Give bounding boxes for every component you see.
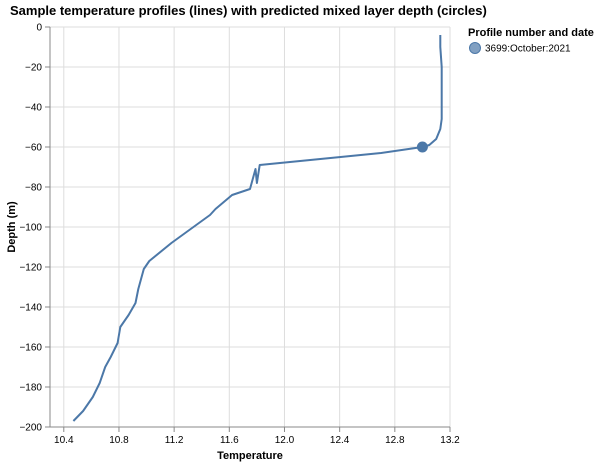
y-tick-label: −140 bbox=[19, 303, 42, 314]
legend-label: 3699:October:2021 bbox=[485, 44, 571, 55]
y-tick-label: −180 bbox=[19, 383, 42, 394]
series-line bbox=[72, 35, 443, 422]
y-tick-label: −60 bbox=[25, 143, 42, 154]
x-axis: 10.4 10.8 11.2 11.6 12.0 12.4 12.8 13.2 bbox=[50, 426, 460, 446]
y-tick-label: −160 bbox=[19, 343, 42, 354]
y-tick-label: −100 bbox=[19, 223, 42, 234]
x-tick-label: 11.2 bbox=[165, 435, 184, 446]
x-tick-label: 12.8 bbox=[385, 435, 405, 446]
y-tick-label: −40 bbox=[25, 103, 42, 114]
y-tick-label: −80 bbox=[25, 183, 42, 194]
x-tick-label: 12.0 bbox=[275, 435, 295, 446]
y-tick-label: 0 bbox=[36, 23, 42, 34]
y-tick-label: −120 bbox=[19, 263, 42, 274]
x-tick-label: 12.4 bbox=[330, 435, 350, 446]
y-axis: 0 −20 −40 −60 −80 −100 −120 −140 −160 −180 −200 bbox=[19, 23, 51, 434]
x-tick-label: 11.6 bbox=[220, 435, 239, 446]
y-grid bbox=[50, 26, 450, 428]
legend-symbol bbox=[469, 42, 481, 54]
x-tick-label: 13.2 bbox=[440, 435, 460, 446]
chart-title: Sample temperature profiles (lines) with… bbox=[10, 3, 487, 18]
x-axis-title: Temperature bbox=[217, 450, 283, 462]
legend-entries: 3699:October:2021 bbox=[469, 42, 571, 55]
mixed-layer-point bbox=[416, 141, 428, 153]
y-axis-title: Depth (m) bbox=[6, 201, 18, 253]
y-tick-label: −200 bbox=[19, 423, 42, 434]
x-tick-label: 10.8 bbox=[109, 435, 129, 446]
x-tick-label: 10.4 bbox=[54, 435, 74, 446]
plot-area bbox=[72, 35, 443, 422]
legend-title: Profile number and date bbox=[468, 27, 594, 39]
legend: Profile number and date 3699:October:202… bbox=[468, 27, 594, 55]
y-tick-label: −20 bbox=[25, 63, 42, 74]
